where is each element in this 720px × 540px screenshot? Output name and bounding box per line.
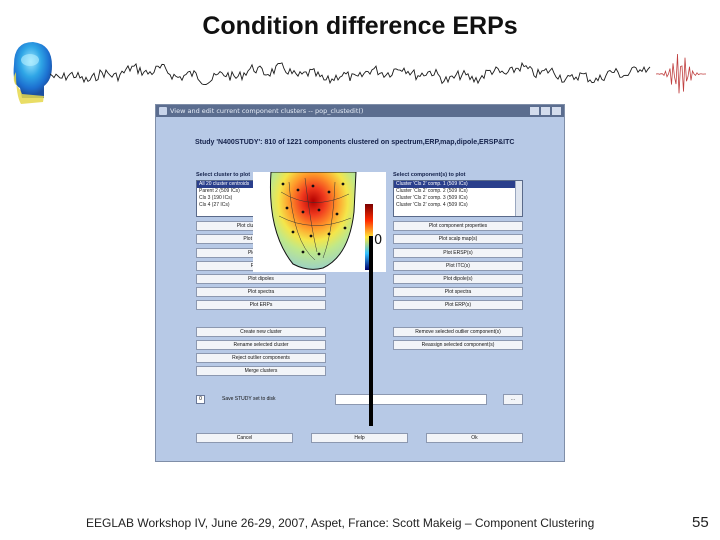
remove-outlier-button[interactable]: Remove selected outlier component(s) bbox=[393, 327, 523, 337]
eeg-trace-banner bbox=[50, 53, 706, 94]
component-list-item[interactable]: Cluster 'Cls 2' comp. 2 (509 ICs) bbox=[396, 188, 468, 194]
cluster-list-item[interactable]: Parent 2 (509 ICs) bbox=[199, 188, 240, 194]
window-titlebar: View and edit current component clusters… bbox=[156, 105, 564, 117]
plot-component-spectra-button[interactable]: Plot spectra bbox=[393, 287, 523, 297]
rename-cluster-button[interactable]: Rename selected cluster bbox=[196, 340, 326, 350]
plot-component-ersps-button[interactable]: Plot ERSP(s) bbox=[393, 248, 523, 258]
slide-title: Condition difference ERPs bbox=[202, 12, 518, 40]
cancel-button[interactable]: Cancel bbox=[196, 433, 293, 443]
cluster-list-item[interactable]: Cls 4 (27 ICs) bbox=[199, 202, 230, 208]
matlab-app-icon bbox=[159, 107, 167, 115]
page-number: 55 bbox=[692, 514, 709, 531]
close-icon[interactable] bbox=[552, 107, 561, 115]
annotation-line bbox=[369, 236, 373, 426]
component-list-label: Select component(s) to plot bbox=[393, 172, 466, 178]
plot-spectra-button[interactable]: Plot spectra bbox=[196, 287, 326, 297]
maximize-icon[interactable] bbox=[541, 107, 550, 115]
merge-clusters-button[interactable]: Merge clusters bbox=[196, 366, 326, 376]
ok-button[interactable]: Ok bbox=[426, 433, 523, 443]
save-study-label: Save STUDY set to disk bbox=[222, 396, 276, 402]
plot-dipoles-button[interactable]: Plot dipoles bbox=[196, 274, 326, 284]
minimize-icon[interactable] bbox=[530, 107, 539, 115]
create-cluster-button[interactable]: Create new cluster bbox=[196, 327, 326, 337]
reject-outliers-button[interactable]: Reject outlier components bbox=[196, 353, 326, 363]
save-study-checkbox[interactable]: 0 bbox=[196, 395, 205, 404]
plot-component-dipoles-button[interactable]: Plot dipole(s) bbox=[393, 274, 523, 284]
component-listbox[interactable]: Cluster 'Cls 2' comp. 1 (509 ICs) Cluste… bbox=[393, 180, 523, 217]
help-button[interactable]: Help bbox=[311, 433, 408, 443]
cluster-list-item[interactable]: Cls 3 (190 ICs) bbox=[199, 195, 233, 201]
plot-component-properties-button[interactable]: Plot component properties bbox=[393, 221, 523, 231]
colorbar-zero-tick: 0 bbox=[374, 233, 382, 248]
eeglab-head-logo-icon bbox=[13, 42, 53, 104]
cluster-list-label: Select cluster to plot bbox=[196, 172, 251, 178]
study-heading: Study 'N400STUDY': 810 of 1221 component… bbox=[195, 139, 515, 146]
plot-component-erps-button[interactable]: Plot ERP(s) bbox=[393, 300, 523, 310]
window-title: View and edit current component clusters… bbox=[170, 107, 364, 115]
plot-component-scalp-maps-button[interactable]: Plot scalp map(s) bbox=[393, 234, 523, 244]
slide-footer: EEGLAB Workshop IV, June 26-29, 2007, As… bbox=[86, 516, 595, 530]
component-list-item[interactable]: Cluster 'Cls 2' comp. 4 (509 ICs) bbox=[396, 202, 468, 208]
component-list-item[interactable]: Cluster 'Cls 2' comp. 1 (509 ICs) bbox=[394, 181, 522, 188]
plot-component-itcs-button[interactable]: Plot ITC(s) bbox=[393, 261, 523, 271]
save-filename-input[interactable] bbox=[335, 394, 487, 405]
component-list-item[interactable]: Cluster 'Cls 2' comp. 3 (509 ICs) bbox=[396, 195, 468, 201]
browse-button[interactable]: ... bbox=[503, 394, 523, 405]
listbox-scrollbar[interactable] bbox=[515, 181, 522, 216]
scalp-map-overlay: 0 bbox=[253, 172, 386, 272]
reassign-component-button[interactable]: Reassign selected component(s) bbox=[393, 340, 523, 350]
plot-erps-button[interactable]: Plot ERPs bbox=[196, 300, 326, 310]
